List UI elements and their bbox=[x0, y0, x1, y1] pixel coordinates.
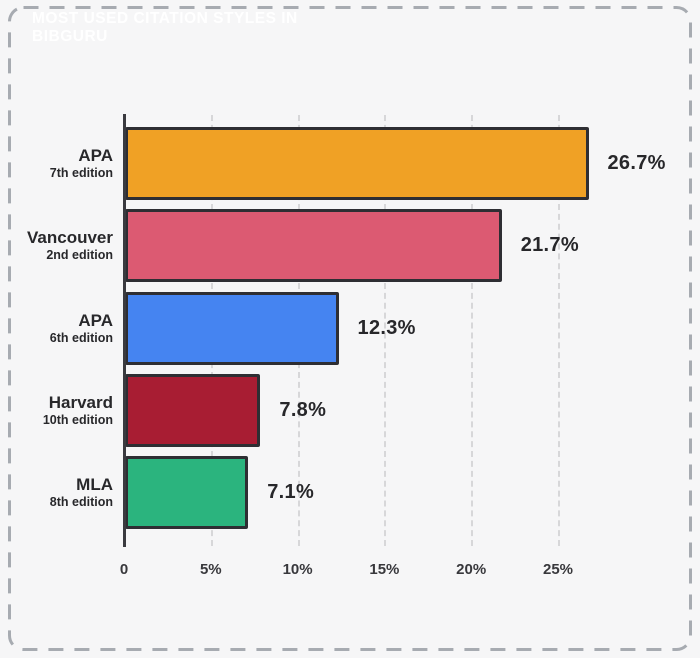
category-label: Vancouver 2nd edition bbox=[0, 209, 113, 282]
x-tick-label: 5% bbox=[199, 561, 222, 578]
bar[interactable] bbox=[125, 373, 261, 447]
bar-row: APA 6th edition 12.3% bbox=[0, 291, 700, 365]
bar[interactable] bbox=[125, 291, 339, 365]
value-label: 26.7% bbox=[607, 152, 666, 174]
value-label: 12.3% bbox=[357, 316, 416, 339]
value-label: 7.1% bbox=[267, 481, 315, 503]
chart-title: MOST USED CITATION STYLES IN BIBGURU bbox=[32, 9, 298, 45]
x-tick-label: 0 bbox=[119, 561, 129, 578]
category-edition: 7th edition bbox=[49, 166, 113, 180]
bar-row: APA 7th edition 26.7% bbox=[0, 127, 700, 200]
x-tick-label: 25% bbox=[542, 561, 574, 578]
category-label: APA 7th edition bbox=[0, 127, 113, 200]
gridline bbox=[384, 115, 387, 546]
bar[interactable] bbox=[125, 127, 589, 200]
category-name: Harvard bbox=[48, 392, 113, 412]
bar-row: Harvard 10th edition 7.8% bbox=[0, 373, 700, 447]
category-label: APA 6th edition bbox=[0, 292, 113, 365]
value-label: 7.8% bbox=[279, 398, 327, 421]
category-name: APA bbox=[78, 310, 113, 330]
x-tick-label: 10% bbox=[282, 561, 313, 578]
category-label: Harvard 10th edition bbox=[0, 374, 113, 447]
category-name: Vancouver bbox=[27, 228, 113, 248]
x-tick-label: 20% bbox=[456, 561, 487, 578]
bar-row: MLA 8th edition 7.1% bbox=[0, 456, 700, 529]
category-edition: 6th edition bbox=[49, 330, 113, 345]
category-name: APA bbox=[78, 146, 113, 165]
x-tick-label: 15% bbox=[369, 561, 400, 578]
chart-title-banner: MOST USED CITATION STYLES IN BIBGURU bbox=[10, 5, 365, 50]
category-edition: 2nd edition bbox=[46, 248, 113, 263]
y-axis-line bbox=[123, 114, 126, 547]
bar[interactable] bbox=[125, 209, 502, 283]
bar[interactable] bbox=[125, 456, 249, 529]
gridline bbox=[558, 115, 560, 546]
category-label: MLA 8th edition bbox=[0, 456, 113, 529]
category-name: MLA bbox=[76, 475, 113, 494]
value-label: 21.7% bbox=[520, 234, 579, 257]
bar-row: Vancouver 2nd edition 21.7% bbox=[0, 209, 700, 283]
category-edition: 8th edition bbox=[49, 495, 113, 509]
gridline bbox=[471, 115, 474, 546]
category-edition: 10th edition bbox=[42, 412, 113, 427]
